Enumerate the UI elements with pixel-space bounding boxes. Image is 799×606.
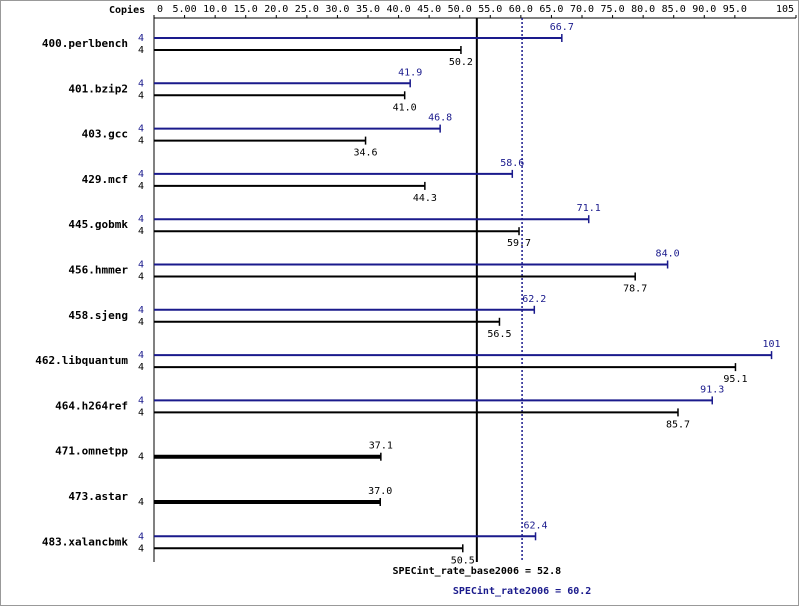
x-tick-label: 80.0 xyxy=(631,4,655,15)
value-label: 71.1 xyxy=(577,203,601,214)
x-tick-label: 90.0 xyxy=(692,4,716,15)
copies-label: 4 xyxy=(138,497,144,508)
copies-label: 4 xyxy=(138,543,144,554)
copies-label: 4 xyxy=(138,452,144,463)
copies-label: 4 xyxy=(138,33,144,44)
value-label: 41.0 xyxy=(393,102,417,113)
x-tick-label: 50.0 xyxy=(448,4,472,15)
value-label: 91.3 xyxy=(700,384,724,395)
value-label: 41.9 xyxy=(398,67,422,78)
copies-header: Copies xyxy=(109,4,145,16)
benchmark-label: 473.astar xyxy=(68,490,128,503)
value-label: 46.8 xyxy=(428,113,452,124)
x-tick-label: 65.0 xyxy=(539,4,563,15)
benchmark-label: 403.gcc xyxy=(82,128,128,141)
reference-label: SPECint_rate_base2006 = 52.8 xyxy=(393,565,562,577)
x-tick-label: 60.0 xyxy=(509,4,533,15)
x-tick-label: 85.0 xyxy=(662,4,686,15)
value-label: 78.7 xyxy=(623,284,647,295)
x-tick-label: 25.0 xyxy=(295,4,319,15)
value-label: 95.1 xyxy=(723,374,747,385)
benchmark-label: 464.h264ref xyxy=(55,399,128,412)
value-label: 85.7 xyxy=(666,419,690,430)
reference-label: SPECint_rate2006 = 60.2 xyxy=(453,585,591,597)
x-tick-label: 15.0 xyxy=(234,4,258,15)
value-label: 37.1 xyxy=(369,441,393,452)
copies-label: 4 xyxy=(138,181,144,192)
value-label: 84.0 xyxy=(656,249,680,260)
copies-label: 4 xyxy=(138,45,144,56)
x-tick-label: 45.0 xyxy=(417,4,441,15)
copies-label: 4 xyxy=(138,362,144,373)
value-label: 58.6 xyxy=(500,158,524,169)
copies-label: 4 xyxy=(138,169,144,180)
copies-label: 4 xyxy=(138,214,144,225)
value-label: 101 xyxy=(763,339,781,350)
benchmark-label: 456.hmmer xyxy=(68,264,128,277)
copies-label: 4 xyxy=(138,317,144,328)
benchmark-label: 462.libquantum xyxy=(35,354,128,367)
copies-label: 4 xyxy=(138,407,144,418)
x-tick-label: 70.0 xyxy=(570,4,594,15)
benchmark-label: 401.bzip2 xyxy=(68,82,128,95)
copies-label: 4 xyxy=(138,531,144,542)
copies-label: 4 xyxy=(138,226,144,237)
value-label: 50.5 xyxy=(451,555,475,566)
x-tick-label: 40.0 xyxy=(387,4,411,15)
copies-label: 4 xyxy=(138,350,144,361)
x-tick-label: 10.0 xyxy=(203,4,227,15)
x-tick-label: 0 xyxy=(157,4,163,15)
value-label: 34.6 xyxy=(354,148,378,159)
benchmark-label: 483.xalancbmk xyxy=(42,535,128,548)
copies-label: 4 xyxy=(138,260,144,271)
x-tick-label: 5.00 xyxy=(173,4,197,15)
x-tick-label: 20.0 xyxy=(264,4,288,15)
value-label: 56.5 xyxy=(487,329,511,340)
copies-label: 4 xyxy=(138,395,144,406)
copies-label: 4 xyxy=(138,90,144,101)
value-label: 59.7 xyxy=(507,238,531,249)
x-tick-label: 35.0 xyxy=(356,4,380,15)
copies-label: 4 xyxy=(138,272,144,283)
value-label: 50.2 xyxy=(449,57,473,68)
x-tick-label: 95.0 xyxy=(723,4,747,15)
benchmark-label: 429.mcf xyxy=(82,173,128,186)
value-label: 66.7 xyxy=(550,22,574,33)
value-label: 44.3 xyxy=(413,193,437,204)
benchmark-label: 458.sjeng xyxy=(68,309,128,322)
benchmark-label: 445.gobmk xyxy=(68,218,128,231)
copies-label: 4 xyxy=(138,78,144,89)
copies-label: 4 xyxy=(138,305,144,316)
value-label: 62.2 xyxy=(522,294,546,305)
x-tick-label: 55.0 xyxy=(478,4,502,15)
benchmark-label: 471.omnetpp xyxy=(55,445,128,458)
x-tick-label: 30.0 xyxy=(325,4,349,15)
value-label: 37.0 xyxy=(368,486,392,497)
x-tick-label: 105 xyxy=(776,4,794,15)
copies-label: 4 xyxy=(138,124,144,135)
x-tick-label: 75.0 xyxy=(601,4,625,15)
copies-label: 4 xyxy=(138,136,144,147)
benchmark-label: 400.perlbench xyxy=(42,37,128,50)
value-label: 62.4 xyxy=(523,520,547,531)
